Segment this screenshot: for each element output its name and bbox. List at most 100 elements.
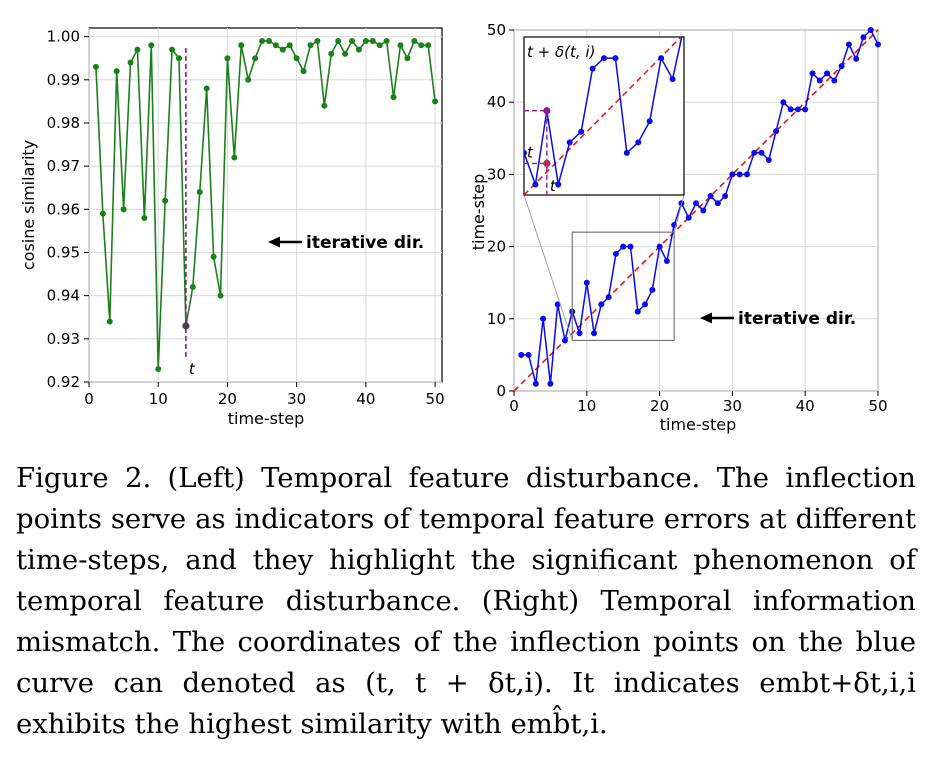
right-data-point — [561, 337, 568, 344]
left-data-point — [113, 68, 120, 75]
right-ytick-label: 20 — [487, 238, 506, 256]
left-x-axis-label: time-step — [228, 409, 305, 428]
left-data-point — [189, 284, 196, 291]
left-marker-label: t — [189, 360, 196, 378]
inset-data-point — [524, 149, 527, 156]
left-ytick-label: 0.95 — [47, 243, 80, 261]
right-y-axis-label: time-step — [469, 174, 488, 251]
right-data-point — [642, 301, 649, 308]
right-data-point — [605, 294, 612, 301]
right-data-point — [794, 106, 801, 113]
right-data-point — [518, 351, 525, 358]
right-ytick-label: 50 — [487, 21, 506, 39]
figure-caption: Figure 2. (Left) Temporal feature distur… — [16, 458, 916, 745]
left-data-point — [355, 46, 362, 53]
left-data-point — [411, 37, 418, 44]
inset-data-point — [623, 149, 630, 156]
left-data-point — [224, 55, 231, 62]
right-xtick-label: 0 — [509, 397, 519, 415]
inset-data-point — [681, 23, 687, 29]
caption-text: (Left) Temporal feature disturbance. The… — [16, 462, 917, 740]
right-data-point — [620, 243, 627, 250]
inset-diagonal-line — [524, 37, 682, 195]
right-data-point — [867, 27, 874, 33]
right-data-point — [838, 63, 845, 70]
zoom-box — [571, 231, 675, 342]
left-xtick-label: 20 — [218, 390, 237, 408]
right-data-point — [751, 149, 758, 156]
left-data-point — [148, 42, 155, 49]
right-xtick-label: 10 — [577, 397, 596, 415]
left-data-point — [127, 59, 134, 66]
left-data-point — [169, 46, 176, 53]
right-xtick-label: 50 — [868, 397, 887, 415]
left-data-point — [425, 42, 432, 49]
right-data-point — [700, 207, 707, 214]
right-data-point — [758, 149, 765, 156]
left-ytick-label: 0.97 — [47, 157, 80, 175]
left-plot-frame — [88, 27, 443, 383]
left-xtick-label: 50 — [426, 390, 445, 408]
left-series — [92, 37, 439, 373]
inset-plot — [524, 23, 687, 195]
right-series — [513, 27, 881, 392]
left-data-point — [293, 55, 300, 62]
left-marker: t — [182, 48, 196, 378]
left-data-point — [362, 37, 369, 44]
left-xtick-label: 10 — [149, 390, 168, 408]
inset-data-point — [532, 181, 539, 188]
left-ytick-label: 0.94 — [47, 287, 80, 305]
inset-data-point — [612, 55, 619, 62]
figure-panels: 0 10 20 30 40 50 0.92 0.93 0.94 0.95 0.96 0.97 0.98 0… — [19, 21, 888, 434]
right-xtick-label: 40 — [796, 397, 815, 415]
inset-data-point — [635, 139, 642, 146]
left-data-point — [245, 76, 252, 83]
left-data-point — [141, 214, 148, 221]
left-ytick-label: 0.93 — [47, 330, 80, 348]
right-data-point — [736, 171, 743, 178]
left-data-point — [390, 94, 397, 101]
right-data-point — [547, 380, 554, 387]
right-data-point — [693, 200, 699, 207]
left-data-point — [328, 50, 335, 57]
left-ytick-label: 0.92 — [47, 373, 80, 391]
right-data-point — [875, 41, 881, 48]
left-data-point — [300, 68, 307, 75]
left-data-point — [376, 42, 383, 49]
right-data-point — [787, 106, 794, 113]
right-ytick-label: 40 — [487, 93, 506, 111]
right-data-point — [649, 286, 656, 293]
left-data-point — [418, 42, 425, 49]
left-data-point — [259, 37, 266, 44]
left-data-point — [238, 42, 245, 49]
right-data-point — [707, 193, 714, 200]
left-data-point — [162, 197, 169, 204]
inset-data-point — [658, 55, 665, 62]
right-data-point — [845, 41, 852, 48]
left-data-point — [342, 50, 349, 57]
inset-data-point — [669, 76, 676, 83]
left-data-point — [231, 154, 238, 161]
inset-chart: t + δ(t, i) tt — [523, 23, 687, 196]
left-data-point — [203, 85, 210, 92]
inset-data-point — [555, 181, 562, 188]
inset-label-t-y: t — [527, 143, 534, 161]
left-data-point — [196, 189, 203, 196]
inset-data-point — [601, 55, 607, 62]
right-iterative-arrow: iterative dir. — [700, 309, 856, 329]
left-data-point — [369, 37, 376, 44]
right-data-point — [576, 330, 583, 337]
left-data-point — [134, 46, 141, 53]
right-ytick-label: 30 — [487, 165, 506, 183]
left-data-point — [279, 46, 286, 53]
left-data-point — [272, 42, 279, 49]
inset-data-point — [566, 139, 573, 146]
right-xtick-label: 30 — [723, 397, 742, 415]
right-ticks: 0 10 20 30 40 50 0 10 20 30 40 50 — [487, 21, 888, 415]
right-ytick-label: 0 — [496, 382, 506, 400]
left-data-point — [217, 292, 224, 299]
left-data-point — [265, 37, 272, 44]
left-series-line — [95, 39, 436, 370]
right-data-point — [809, 70, 816, 77]
right-data-point — [598, 301, 605, 308]
